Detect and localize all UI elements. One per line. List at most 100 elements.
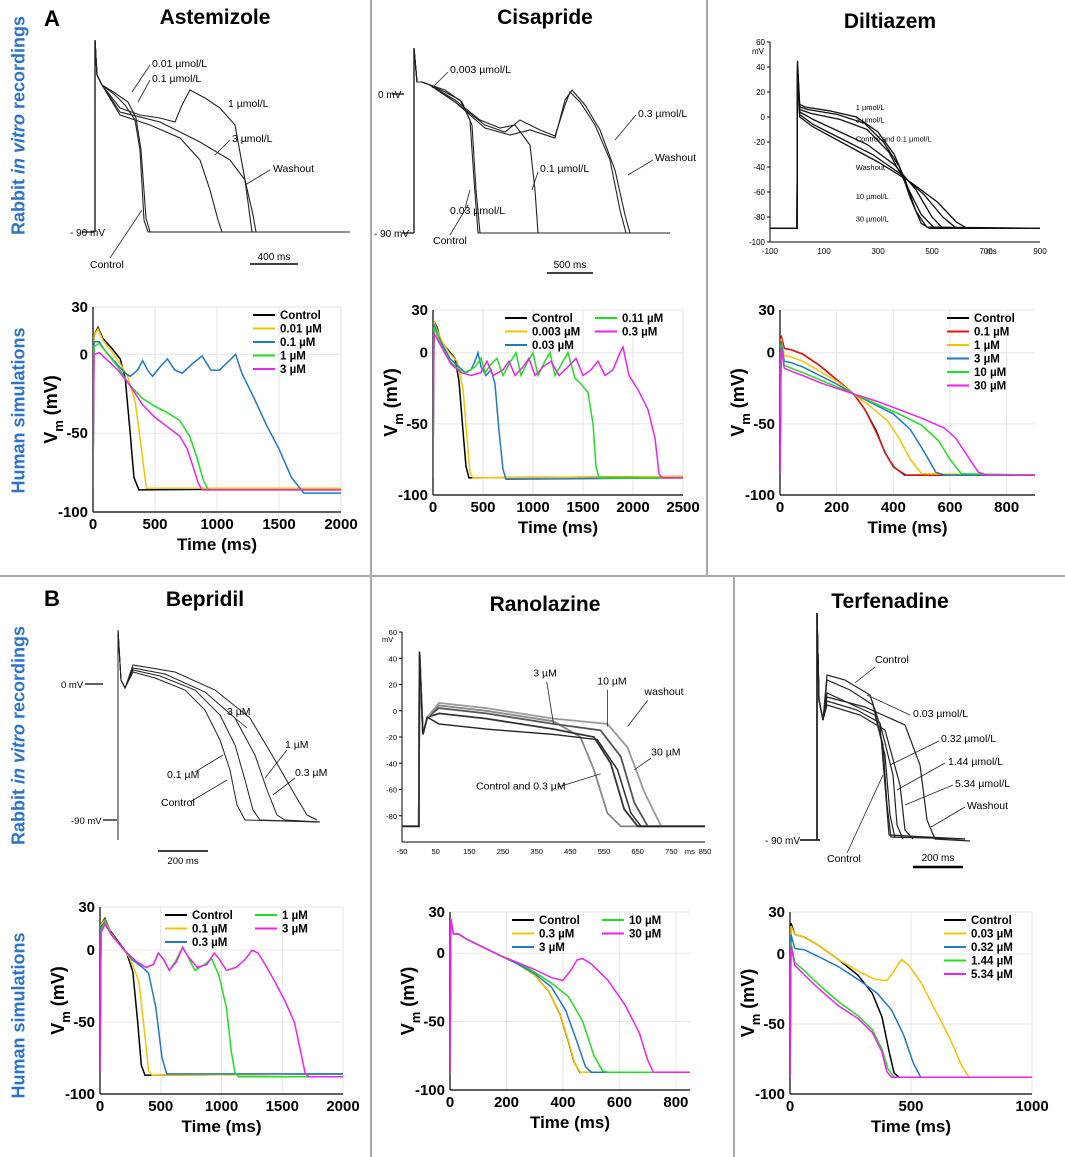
y-tick-label: 0 xyxy=(437,945,445,962)
legend-label: Control xyxy=(971,915,1012,927)
leader-line xyxy=(854,666,876,684)
x-tick-label: 0 xyxy=(89,516,97,533)
series-line-4 xyxy=(93,351,341,491)
x-axis-label: Time (ms) xyxy=(530,1113,610,1132)
trace-label: 3 µM xyxy=(227,706,251,718)
x-tick-label: 1000 xyxy=(1015,1098,1048,1115)
leader-line xyxy=(866,694,911,716)
y-tick-label: 0 mV xyxy=(378,90,402,101)
panel-letter-a: A xyxy=(44,6,60,31)
column-divider-1 xyxy=(370,0,372,1157)
legend-label: 0.03 µM xyxy=(532,340,574,352)
terfenadine-trace-2 xyxy=(816,612,896,840)
x-tick-label: 500 xyxy=(925,247,939,256)
chart-cisapride-rabbit: 0 mV - 90 mV 0.003 µmol/L 0.3 µmol/L Washout… xyxy=(374,47,696,274)
series-line-4 xyxy=(450,918,690,1074)
diltiazem-trace-0 xyxy=(770,60,1041,229)
y-tick-label: -100 xyxy=(755,1086,785,1103)
x-tick-label: 700 xyxy=(979,247,993,256)
trace-label: 1 µmol/L xyxy=(856,103,885,112)
series-line-2 xyxy=(100,919,343,1075)
x-tick-label: 50 xyxy=(431,847,439,856)
chart-diltiazem-rabbit: 60 40 20 0 -20 -40 -60 -80 -100-100 100 300 500 700 9… xyxy=(749,31,1047,256)
x-tick-label: 300 xyxy=(871,247,885,256)
x-tick-label: 2000 xyxy=(616,499,649,516)
title-diltiazem: Diltiazem xyxy=(843,10,937,33)
x-tick-label: 1500 xyxy=(566,499,599,516)
x-tick-label: 2500 xyxy=(666,499,699,516)
y-tick-label: -20 xyxy=(753,138,765,147)
x-tick-label: 100 xyxy=(817,247,831,256)
diltiazem-trace-3 xyxy=(770,69,1040,229)
legend-label: Control xyxy=(539,915,580,927)
diltiazem-trace-1 xyxy=(770,66,1040,229)
y-tick-label: 0 xyxy=(80,346,88,363)
panel-letter-b: B xyxy=(44,586,60,611)
legend-label: 0.03 µM xyxy=(971,929,1013,941)
title-ranolazine: Ranolazine xyxy=(489,593,601,616)
terfenadine-trace-1 xyxy=(816,612,966,840)
leader-line xyxy=(109,209,143,259)
series-line-4 xyxy=(790,945,1032,1078)
x-tick-label: 750 xyxy=(665,847,678,856)
row-label-human-a: Human simulations xyxy=(8,327,29,494)
trace-label: 3 µmol/L xyxy=(856,116,885,125)
trace-label: 0.03 µmol/L xyxy=(450,205,505,217)
series-line-2 xyxy=(433,323,683,481)
y-tick-label: -50 xyxy=(406,416,428,433)
legend-label: 0.003 µM xyxy=(532,327,580,339)
y-tick-label: -80 xyxy=(386,812,397,821)
legend-label: 0.01 µM xyxy=(280,324,322,336)
y-axis-label: Vm (mV) xyxy=(41,375,66,444)
y-tick-label: -20 xyxy=(386,733,397,742)
y-tick-label: -80 xyxy=(753,213,765,222)
chart-bepridil-rabbit: 0 mV -90 mV 3 µM 1 µM 0.3 µM 0.1 µM Control 200… xyxy=(61,629,327,867)
leader-line xyxy=(558,773,601,788)
trace xyxy=(413,47,627,234)
series-line-3 xyxy=(433,326,683,479)
y-tick-label: 0 xyxy=(761,113,766,122)
y-tick-label: -90 mV xyxy=(71,816,102,827)
leader-line xyxy=(272,777,296,796)
x-tick-label: 0 xyxy=(96,1098,104,1115)
x-axis-label: Time (ms) xyxy=(177,535,257,554)
trace xyxy=(94,39,350,233)
legend-label: 30 µM xyxy=(629,929,661,941)
leader-line xyxy=(546,681,554,724)
x-tick-label: 0 xyxy=(776,499,784,516)
y-axis-label: Vm (mV) xyxy=(728,368,753,437)
y-tick-label: 0 xyxy=(767,345,775,362)
x-tick-label: 850 xyxy=(699,847,712,856)
scale-bar-label: 500 ms xyxy=(554,260,587,271)
y-tick-label: -50 xyxy=(66,425,88,442)
legend-label: 0.3 µM xyxy=(539,929,574,941)
trace xyxy=(94,39,350,233)
trace-label: 0.1 µM xyxy=(167,769,199,781)
column-divider-3 xyxy=(733,577,735,1157)
y-tick-label: 40 xyxy=(756,63,765,72)
leader-line xyxy=(627,700,649,727)
legend-label: 3 µM xyxy=(539,942,565,954)
y-tick-label: 0 xyxy=(420,345,428,362)
y-axis-label: Vm (mV) xyxy=(48,966,73,1035)
legend-label: 1 µM xyxy=(974,340,1000,352)
x-tick-label: 1000 xyxy=(516,499,549,516)
legend-label: 3 µM xyxy=(282,924,308,936)
trace-label: 0.32 µmol/L xyxy=(941,733,996,745)
row-label-rabbit-b: Rabbit in vitro recordings xyxy=(8,625,29,846)
bepridil-trace-0 xyxy=(117,629,321,840)
trace-label: washout xyxy=(643,686,683,698)
series-line-1 xyxy=(790,925,1032,1078)
x-unit-label: ms xyxy=(986,247,997,256)
legend-label: 5.34 µM xyxy=(971,969,1013,981)
y-tick-label: 60 xyxy=(389,628,397,637)
legend-label: 10 µM xyxy=(974,367,1006,379)
x-tick-label: 400 xyxy=(881,499,906,516)
chart-terfenadine-human: 0 500 1000 30 0 -50 -100 Time (ms) Vm (mV) Contro… xyxy=(738,904,1049,1136)
series-line-1 xyxy=(100,918,343,1077)
x-tick-label: 550 xyxy=(598,847,611,856)
x-tick-label: 800 xyxy=(994,499,1019,516)
y-axis-label: Vm (mV) xyxy=(381,368,406,437)
x-tick-label: 500 xyxy=(898,1098,923,1115)
x-tick-label: 800 xyxy=(663,1094,688,1111)
